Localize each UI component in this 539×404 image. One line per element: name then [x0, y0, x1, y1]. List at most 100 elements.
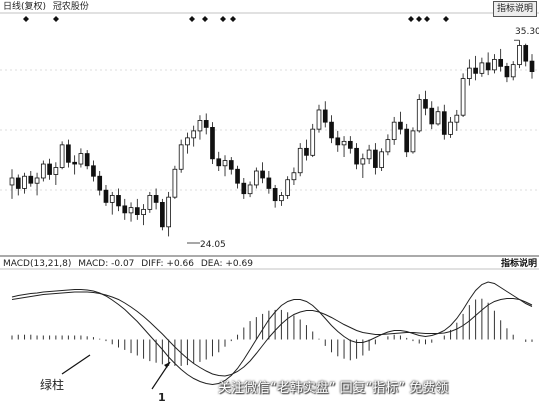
candle-body — [160, 201, 165, 228]
candle-body — [379, 151, 384, 168]
macd-title: MACD(13,21,8) — [3, 259, 72, 269]
candle-body — [53, 167, 59, 175]
signal-marker — [23, 16, 29, 22]
macd-histogram — [11, 298, 533, 366]
candle-body — [228, 160, 234, 170]
dea-value: DEA: +0.69 — [200, 259, 253, 269]
signal-marker — [220, 16, 226, 22]
candle-body — [391, 121, 397, 141]
candle-body — [272, 188, 278, 202]
candlestick-series — [9, 40, 535, 237]
candle-body — [28, 175, 34, 184]
signal-marker — [53, 16, 59, 22]
candle-body — [460, 78, 466, 116]
candle-body — [260, 170, 265, 179]
signal-marker — [416, 16, 422, 22]
candle-body — [316, 109, 322, 130]
candle-body — [191, 130, 197, 139]
high-price-label: 35.30 — [515, 27, 539, 37]
candle-body — [122, 205, 128, 214]
candle-body — [479, 62, 485, 74]
candle-body — [128, 207, 134, 214]
signal-markers — [23, 16, 449, 22]
macd-value: MACD: -0.07 — [78, 259, 135, 269]
candle-body — [498, 58, 504, 67]
candle-body — [360, 158, 366, 165]
macd-header: MACD(13,21,8) MACD: -0.07 DIFF: +0.66 DE… — [3, 258, 253, 270]
candle-body — [385, 139, 391, 153]
candle-body — [297, 147, 303, 174]
candle-body — [435, 111, 441, 125]
candle-body — [197, 120, 203, 132]
candle-body — [454, 114, 460, 123]
candle-body — [467, 67, 472, 79]
candle-body — [66, 144, 71, 163]
diff-line — [11, 281, 533, 386]
marker-1-annotation: 1 — [151, 361, 171, 404]
signal-marker — [424, 16, 430, 22]
candle-body — [78, 153, 84, 165]
indicator-help-button-top[interactable]: 指标说明 — [492, 1, 537, 17]
candle-body — [492, 58, 497, 71]
candle-body — [241, 182, 247, 195]
candle-body — [247, 184, 253, 195]
low-price-label: 24.05 — [200, 240, 226, 250]
candle-body — [448, 121, 453, 135]
stock-name: 冠农股份 — [52, 2, 89, 12]
signal-marker — [443, 16, 449, 22]
candle-body — [285, 179, 291, 196]
green-bar-annotation: 绿柱 — [40, 354, 91, 392]
candle-body — [441, 111, 447, 135]
green-bar-label: 绿柱 — [40, 377, 64, 392]
candle-body — [147, 195, 153, 210]
candle-body — [34, 177, 40, 184]
candle-body — [253, 170, 259, 186]
candle-body — [423, 99, 428, 109]
watermark: 关注微信“老韩实盘” 回复“指标” 免费领 — [218, 381, 449, 396]
candle-body — [504, 65, 510, 78]
candle-body — [322, 109, 328, 123]
signal-marker — [202, 16, 208, 22]
candle-body — [416, 99, 422, 132]
candle-body — [97, 175, 103, 191]
candle-body — [485, 62, 491, 71]
candle-body — [366, 149, 372, 160]
candle-body — [266, 177, 272, 189]
candle-body — [529, 60, 535, 73]
candle-body — [109, 195, 115, 203]
candle-body — [103, 189, 109, 203]
candle-body — [517, 45, 522, 66]
low-annotation: 24.05 — [187, 240, 226, 250]
candle-body — [22, 175, 27, 189]
candle-body — [166, 196, 171, 228]
candle-body — [84, 153, 90, 167]
candle-body — [235, 168, 240, 184]
candle-body — [354, 147, 359, 165]
candle-body — [40, 163, 46, 179]
candle-body — [222, 160, 228, 167]
candle-body — [410, 130, 416, 153]
marker-1-label: 1 — [158, 391, 166, 404]
candle-body — [172, 168, 178, 198]
candle-body — [216, 158, 222, 167]
signal-marker — [408, 16, 414, 22]
candle-body — [203, 120, 209, 128]
candle-body — [291, 172, 297, 181]
candle-body — [116, 195, 121, 207]
candle-body — [210, 127, 215, 160]
candle-body — [523, 45, 529, 62]
candle-body — [398, 121, 403, 130]
candle-body — [59, 144, 65, 168]
diff-value: DIFF: +0.66 — [141, 259, 194, 269]
candle-body — [373, 149, 378, 168]
candle-body — [404, 128, 410, 153]
candle-body — [153, 195, 159, 203]
candle-body — [329, 121, 334, 139]
indicator-help-button-macd[interactable]: 指标说明 — [500, 259, 537, 269]
candle-body — [341, 140, 347, 146]
candle-body — [15, 177, 21, 189]
candle-body — [9, 177, 15, 186]
dea-line — [11, 291, 533, 377]
